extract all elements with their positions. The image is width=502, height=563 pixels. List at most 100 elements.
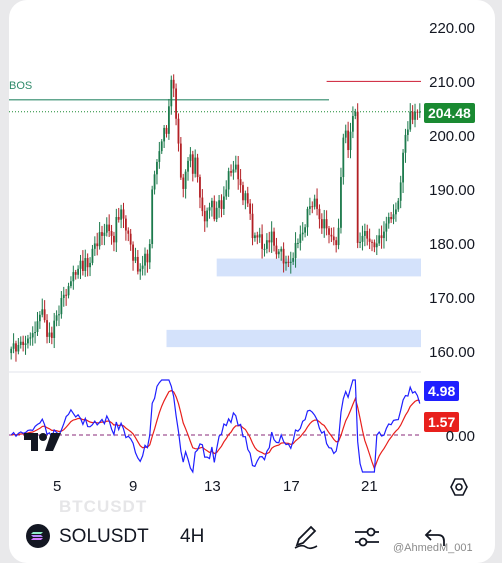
price-tick: 170.00 [429,290,475,307]
candle-body [101,232,103,236]
candle-body [12,343,15,349]
settings-hexagon-icon[interactable] [449,477,469,502]
candle-body [77,268,80,275]
candle-body [285,261,287,264]
candle-body [318,208,321,220]
candle-body [237,164,240,180]
time-tick: 9 [129,478,138,495]
candle-body [110,231,113,236]
candle-body [308,206,311,209]
candle-body [335,240,338,246]
candle-body [65,294,68,296]
candle-body [81,260,84,271]
candle-body [385,223,388,232]
candle-body [399,182,402,201]
candle-body [349,131,352,151]
candle-body [15,343,17,352]
price-tick: 220.00 [429,20,475,37]
current-price-badge: 204.48 [424,103,475,123]
price-tick: 160.00 [429,344,475,361]
candle-body [215,207,218,220]
candle-body [127,230,130,234]
candle-body [294,242,297,259]
candle-body [297,242,299,244]
candle-body [196,157,199,178]
candle-body [122,209,125,219]
candle-body [187,160,189,172]
candle-body [306,208,309,228]
candle-body [38,314,41,322]
candle-body [265,240,268,249]
candle-body [144,253,146,266]
candle-body [330,234,333,237]
candle-body [340,177,342,228]
candle-body [356,111,359,243]
candle-body [167,106,170,134]
price-tick: 210.00 [429,74,475,91]
symbol-name[interactable]: SOLUSDT [59,526,149,547]
indicator-settings-icon[interactable] [353,524,381,555]
candle-body [74,272,77,275]
candle-body [383,231,385,239]
pen-draw-icon[interactable] [292,522,320,555]
demand-zone [166,329,421,348]
candle-body [115,217,118,243]
bottom-toolbar: SOLUSDT 4H @AhmedM_001 [9,512,495,563]
candle-body [373,242,376,248]
candle-body [249,203,252,214]
candle-body [208,207,211,211]
candle-body [160,141,163,152]
price-chart[interactable] [9,0,495,500]
candle-body [194,157,197,174]
candle-body [323,219,326,229]
candle-body [203,211,206,222]
macd-slow-badge: 1.57 [424,412,460,432]
candle-body [392,214,395,220]
candle-body [359,241,361,243]
candle-body [103,232,106,236]
interval-selector[interactable]: 4H [180,526,205,547]
candle-body [86,258,89,268]
candle-body [10,348,13,354]
candle-body [158,151,161,162]
time-tick: 21 [361,478,378,495]
candle-body [191,154,194,174]
candle-body [34,332,36,334]
candle-body [108,224,111,232]
candle-body [246,193,249,204]
undo-icon[interactable] [423,526,447,553]
candle-body [156,161,158,175]
candle-body [282,248,285,264]
candle-body [251,213,254,239]
candle-body [70,281,72,287]
candle-body [351,116,354,132]
candle-body [414,111,416,120]
candle-body [328,228,330,235]
candle-body [17,344,20,352]
candle-body [402,152,404,183]
candle-body [325,219,328,229]
candle-body [313,198,316,207]
candle-body [395,209,397,215]
candle-body [301,232,304,235]
candle-body [36,321,39,333]
time-tick: 13 [204,478,221,495]
candle-body [84,258,87,271]
demand-zone [216,258,421,277]
candle-body [48,332,51,337]
candle-body [234,164,237,170]
candle-body [50,332,53,338]
candle-body [98,232,101,247]
candle-body [148,244,151,263]
candle-body [153,174,156,190]
candle-body [292,258,295,262]
candle-body [146,253,149,263]
candle-body [220,200,223,209]
candle-body [418,111,421,113]
candle-body [268,240,271,243]
candle-body [151,189,154,244]
candle-body [320,219,323,229]
candle-body [344,130,347,138]
candle-body [93,243,96,249]
candle-body [67,286,70,296]
